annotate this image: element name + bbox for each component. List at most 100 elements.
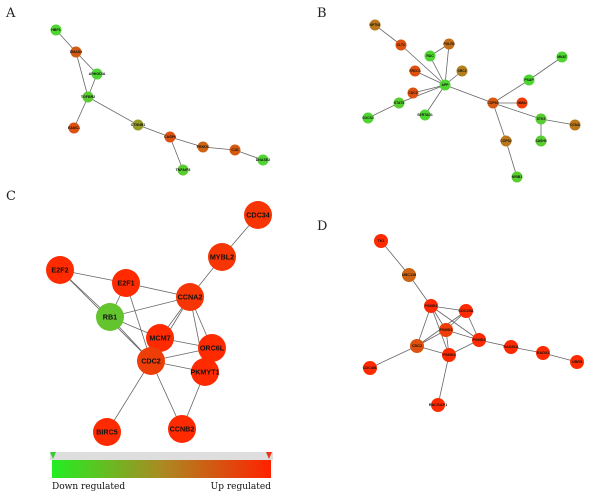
node-tnfaip3: TNFAIP3 — [176, 164, 191, 176]
node-label: PSMD1 — [424, 304, 437, 308]
node-circle — [523, 74, 535, 86]
node-circle — [443, 38, 455, 50]
node-label: SRC2 — [457, 69, 466, 73]
node-circle — [570, 355, 584, 369]
node-cdc2: CDC2 — [407, 87, 419, 99]
node-circle — [393, 97, 405, 109]
node-ccna2: CCNA2 — [176, 283, 204, 311]
node-label: TNFAIP3 — [176, 168, 191, 172]
node-c1d: C1D — [229, 144, 241, 156]
node-ercc1: ERCC1 — [409, 65, 421, 77]
edge-casp8-prkdc — [169, 136, 204, 148]
node-label: ORC6L — [200, 344, 225, 353]
node-label: RAD51 — [537, 351, 549, 355]
node-circle — [50, 24, 62, 36]
node-circle — [46, 256, 74, 284]
node-label: MNAT — [557, 55, 567, 59]
node-label: ERCC1 — [409, 69, 421, 73]
edge-psmd1-cdc2 — [416, 305, 432, 347]
node-label: APP — [442, 83, 450, 87]
node-circle — [229, 144, 241, 156]
edge-cops5-cops2 — [492, 102, 507, 142]
node-stk5: STK5 — [535, 113, 547, 125]
edge-cltc-app — [400, 44, 446, 86]
node-cops2: COPS2 — [500, 135, 512, 147]
edge-cops2-nrib1 — [505, 140, 518, 178]
legend-down-marker — [50, 452, 56, 459]
edge-stk5-ccna — [540, 118, 576, 126]
edge-casp8-tnfaip3 — [169, 136, 184, 171]
node-circle — [198, 334, 226, 362]
node-psmd4: PSMD4 — [442, 348, 456, 362]
node-label: COPS5 — [487, 101, 499, 105]
node-circle — [419, 109, 431, 121]
node-circle — [132, 119, 144, 131]
panel-a: A HBP1 SMAD2 ARHGDIA TGFBR2 EANC1 CTNNB1 CASP8… — [5, 6, 270, 176]
node-label: E2F1 — [117, 279, 134, 288]
node-label: CTNNB1 — [131, 123, 146, 127]
edge-ctnnb1-casp8 — [137, 124, 171, 138]
node-socs3: SOCS3 — [362, 112, 374, 124]
node-circle — [402, 268, 416, 282]
node-psmd1: PSMD1 — [424, 299, 438, 313]
node-arhgdia: ARHGDIA — [89, 68, 106, 80]
node-circle — [177, 164, 189, 176]
node-circle — [556, 51, 568, 63]
node-label: NRIB1 — [512, 175, 522, 179]
node-ccna: CCNA — [569, 119, 581, 131]
edge-polr3-app — [444, 43, 450, 86]
node-label: PRKDC — [197, 145, 210, 149]
node-circle — [137, 347, 165, 375]
node-circle — [363, 361, 377, 375]
node-label: UNC119 — [402, 273, 416, 277]
edge-socs3-stat5 — [367, 102, 400, 119]
node-circle — [362, 112, 374, 124]
node-label: SASH3 — [535, 139, 546, 143]
node-label: TGFBR2 — [81, 95, 95, 99]
legend-frame — [50, 452, 273, 460]
legend-gradient-bar — [52, 460, 271, 478]
node-circle — [93, 418, 121, 446]
node-label: POLR3 — [443, 42, 454, 46]
node-mcm7: MCM7 — [146, 324, 174, 352]
node-rb1: RB1 — [96, 303, 124, 331]
node-circle — [374, 234, 388, 248]
node-hbp1: HBP1 — [50, 24, 62, 36]
node-circle — [369, 19, 381, 31]
node-label: CCNB2 — [170, 425, 195, 434]
node-label: MMAI — [517, 101, 526, 105]
node-tk1: TK1 — [374, 234, 388, 248]
edge-tk1-unc119 — [380, 240, 410, 276]
node-label: RAD51A — [503, 345, 518, 349]
node-circle — [536, 346, 550, 360]
node-circle — [409, 65, 421, 77]
node-label: PSMD4 — [442, 353, 456, 357]
panel-letter-d: D — [317, 219, 327, 234]
node-label: E2F2 — [51, 266, 68, 275]
node-circle — [487, 97, 499, 109]
node-circle — [208, 243, 236, 271]
node-cdc25a: CDC25A — [458, 304, 474, 318]
node-racgap1: RACGAP1 — [429, 398, 447, 412]
edge-psmd1-psmd3 — [430, 305, 480, 341]
edge-cdc2-cdc45l — [369, 345, 418, 369]
node-polr3: POLR3 — [443, 38, 455, 50]
node-label: RAC — [426, 54, 434, 58]
panel-d: D TK1 UNC119 PSMD1 CDC25A PSMD2 CDC2 PSMD3 RAD5… — [317, 219, 584, 412]
node-circle — [176, 283, 204, 311]
node-cops5: COPS5 — [487, 97, 499, 109]
node-circle — [456, 65, 468, 77]
node-label: CCNA2 — [178, 293, 203, 302]
node-circle — [68, 122, 80, 134]
legend-up-marker — [266, 452, 272, 459]
node-mybl2: MYBL2 — [208, 243, 236, 271]
node-circle — [535, 135, 547, 147]
panel-b: B NPTN1 CLTC RAC POLR3 ERCC1 SRC2 CDC2 STAT5 APP… — [317, 6, 581, 183]
node-cdc34: CDC34 — [244, 201, 272, 229]
node-circle — [439, 323, 453, 337]
node-label: UBR5 — [572, 360, 582, 364]
node-src2: SRC2 — [456, 65, 468, 77]
node-circle — [395, 39, 407, 51]
panel-letter-a: A — [5, 6, 16, 21]
node-ccnb2: CCNB2 — [168, 415, 196, 443]
